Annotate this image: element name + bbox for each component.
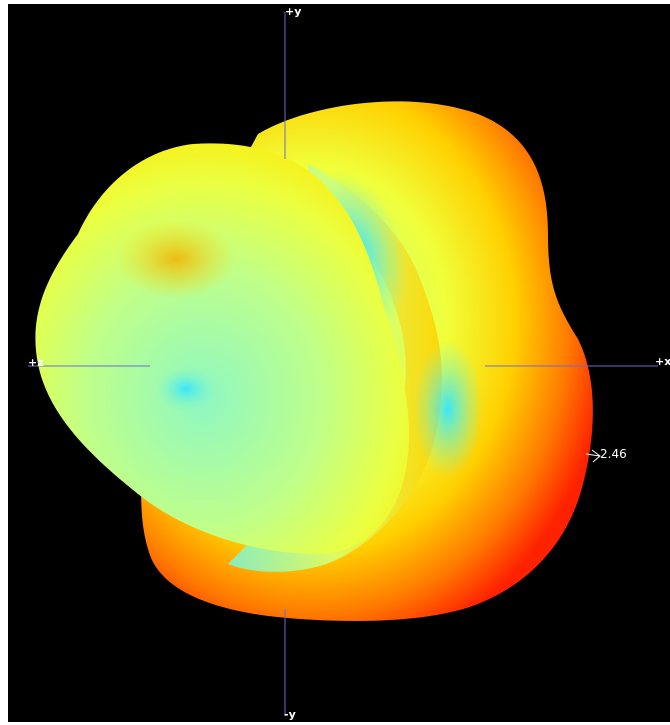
3d-viewport[interactable]: +y -y +x +z 2.46: [8, 4, 670, 722]
axis-label-pos-y: +y: [285, 5, 302, 18]
axis-label-z: +z: [28, 356, 44, 369]
radius-marker-icon: [585, 449, 601, 463]
cyan-streak-right: [413, 339, 483, 479]
axis-label-pos-x: +x: [655, 355, 670, 368]
cyan-dip: [156, 367, 216, 411]
surface-plot[interactable]: [8, 4, 670, 722]
radius-value-label: 2.46: [600, 447, 627, 461]
axis-label-neg-y: -y: [284, 708, 296, 721]
warm-spot: [116, 219, 236, 299]
